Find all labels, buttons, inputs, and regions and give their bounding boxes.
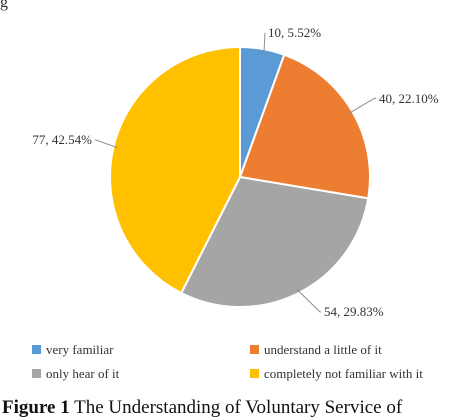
data-labels: 10, 5.52% 40, 22.10% 54, 29.83% 77, 42.54% [32, 25, 438, 319]
data-label-only-hear-of-it: 54, 29.83% [324, 304, 384, 319]
data-label-completely-not-familiar-with-it: 77, 42.54% [32, 132, 92, 147]
leader-line-completely-not-familiar-with-it [95, 139, 118, 149]
legend: very familiar understand a little of it on… [32, 342, 423, 381]
figure-caption-label: Figure 1 [2, 397, 70, 418]
figure-caption: Figure 1 The Understanding of Voluntary … [2, 398, 402, 418]
figure-caption-text: The Understanding of Voluntary Service o… [69, 397, 403, 418]
legend-label-only-hear-of-it: only hear of it [46, 366, 120, 381]
legend-swatch-only-hear-of-it [32, 369, 41, 378]
legend-label-very-familiar: very familiar [46, 342, 114, 357]
legend-swatch-completely-not-familiar-with-it [250, 369, 259, 378]
pie-slice-only-hear-of-it [179, 175, 370, 308]
legend-label-completely-not-familiar-with-it: completely not familiar with it [264, 366, 423, 381]
leader-line-understand-a-little-of-it [348, 97, 377, 114]
data-label-understand-a-little-of-it: 40, 22.10% [379, 91, 439, 106]
legend-swatch-very-familiar [32, 345, 41, 354]
pie-slices [109, 45, 371, 308]
legend-item-completely-not-familiar-with-it: completely not familiar with it [250, 366, 423, 381]
legend-item-very-familiar: very familiar [32, 342, 114, 357]
legend-item-understand-a-little-of-it: understand a little of it [250, 342, 382, 357]
leader-line-very-familiar [261, 32, 266, 54]
leader-line-only-hear-of-it [296, 289, 321, 313]
leader-lines [95, 32, 377, 313]
legend-item-only-hear-of-it: only hear of it [32, 366, 120, 381]
top-text-fragment: g [0, 0, 8, 11]
legend-swatch-understand-a-little-of-it [250, 345, 259, 354]
legend-label-understand-a-little-of-it: understand a little of it [264, 342, 382, 357]
data-label-very-familiar: 10, 5.52% [268, 25, 321, 40]
